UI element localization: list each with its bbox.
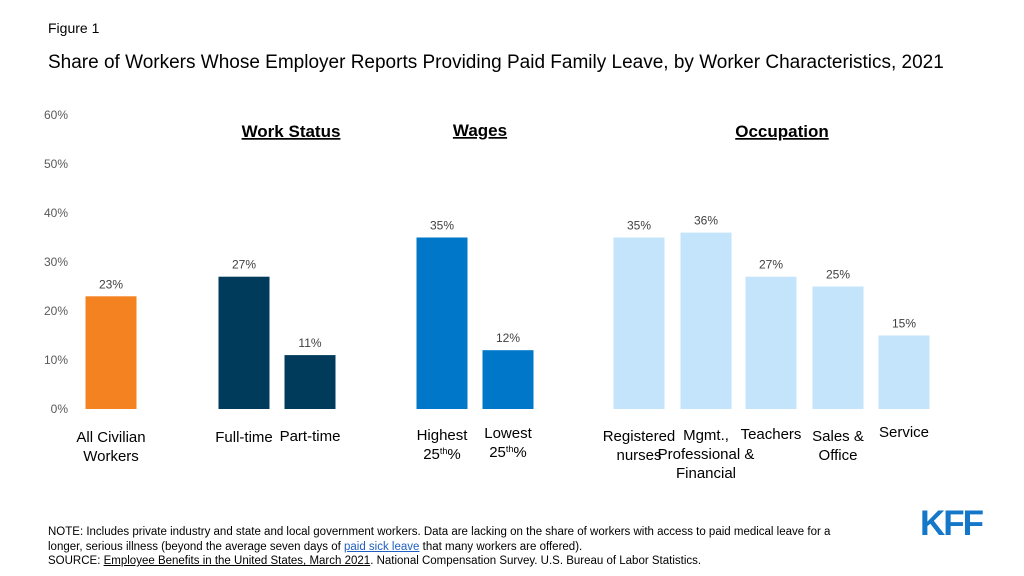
y-tick-label: 40% <box>44 206 68 220</box>
y-tick-label: 50% <box>44 157 68 171</box>
category-label: Highest 25th% <box>417 427 469 463</box>
bar <box>680 232 732 409</box>
bar-value-label: 27% <box>759 258 783 272</box>
source-suffix: . National Compensation Survey. U.S. Bur… <box>370 555 702 567</box>
bar <box>416 237 468 409</box>
y-tick-label: 10% <box>44 353 68 367</box>
bar <box>218 276 270 409</box>
bar-chart: 0% 10% 20% 30% 40% 50% 60% Work Status Wages Occu… <box>44 108 930 482</box>
footnotes: NOTE: Includes private industry and stat… <box>48 525 848 569</box>
kff-logo: KFF <box>920 504 984 543</box>
bar-value-label: 15% <box>892 317 916 331</box>
note-suffix: that many workers are offered). <box>422 540 583 553</box>
bar-value-label: 25% <box>826 268 850 282</box>
bar-value-label: 12% <box>496 331 520 345</box>
bar <box>812 286 864 409</box>
y-tick-label: 30% <box>44 255 68 269</box>
category-label: Sales & Office <box>812 428 864 464</box>
category-label: Full-time <box>215 429 273 446</box>
category-label: Mgmt., Professional & Financial <box>658 427 755 482</box>
category-label: All Civilian Workers <box>76 429 145 465</box>
category-label: Part-time <box>280 428 341 445</box>
paid-sick-leave-link[interactable]: paid sick leave <box>344 540 420 553</box>
bar <box>745 276 797 409</box>
source-link[interactable]: Employee Benefits in the United States, … <box>103 555 371 567</box>
y-tick-label: 0% <box>51 402 69 416</box>
bar-value-label: 36% <box>694 214 718 228</box>
group-title: Occupation <box>735 122 829 141</box>
bar-value-label: 35% <box>627 219 651 233</box>
bar-value-label: 23% <box>99 277 123 291</box>
note-text: NOTE: Includes private industry and stat… <box>48 526 831 553</box>
bar <box>878 335 930 409</box>
bar <box>85 296 137 409</box>
y-tick-label: 20% <box>44 304 68 318</box>
bar-value-label: 35% <box>430 219 454 233</box>
category-label: Lowest 25th% <box>484 425 532 461</box>
group-title: Work Status <box>242 122 341 141</box>
y-tick-label: 60% <box>44 108 68 122</box>
bar <box>482 350 534 409</box>
group-title: Wages <box>453 121 507 140</box>
chart-title: Share of Workers Whose Employer Reports … <box>48 52 944 73</box>
bar <box>613 237 665 409</box>
category-label: Service <box>879 424 929 441</box>
category-label: Registered nurses <box>603 428 676 464</box>
bar-value-label: 11% <box>298 336 321 350</box>
figure-label: Figure 1 <box>48 20 100 36</box>
category-label: Teachers <box>741 426 802 443</box>
bar <box>284 355 336 409</box>
bar-value-label: 27% <box>232 258 256 272</box>
source-prefix: SOURCE: <box>48 555 101 567</box>
